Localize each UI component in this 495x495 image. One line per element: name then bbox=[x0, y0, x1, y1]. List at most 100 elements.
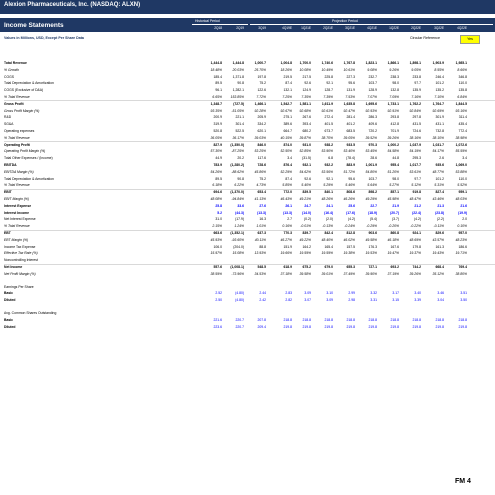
table-cell: 220.7 bbox=[235, 324, 245, 329]
table-cell: 6.65% bbox=[212, 95, 222, 99]
table-cell: 19.59% bbox=[299, 251, 312, 256]
table-cell: 293.8 bbox=[390, 115, 400, 120]
table-cell: 39.05% bbox=[343, 135, 356, 140]
table-cell: 75.2 bbox=[259, 81, 266, 86]
table-cell: 548.5 bbox=[257, 265, 267, 269]
table-cell: 46.26% bbox=[343, 197, 356, 201]
table-cell: 46.18% bbox=[387, 237, 400, 242]
table-cell: 275.1 bbox=[283, 115, 293, 120]
table-cell: 46.02% bbox=[343, 237, 356, 242]
table-cell: 164.2 bbox=[302, 244, 312, 249]
table-cell: 218.8 bbox=[302, 317, 312, 322]
table-cell: (78.4) bbox=[346, 156, 355, 161]
table-cell: 1,031.7 bbox=[432, 142, 444, 147]
table-cell: 20.2 bbox=[237, 156, 244, 161]
table-cell: 783.9 bbox=[213, 163, 223, 167]
row-divider bbox=[4, 100, 495, 102]
column-header: 1Q21E bbox=[301, 26, 311, 30]
table-cell: 18.26% bbox=[280, 67, 293, 72]
table-cell: 675.2 bbox=[302, 265, 312, 269]
table-cell: 21.9 bbox=[392, 203, 399, 208]
table-cell: 6.18% bbox=[212, 183, 222, 188]
table-cell: 54.17% bbox=[432, 149, 445, 154]
table-cell: 5.29% bbox=[323, 183, 333, 188]
table-cell: 36.17% bbox=[232, 135, 245, 140]
table-cell: (16.4) bbox=[324, 210, 333, 215]
table-cell: -51.05% bbox=[231, 108, 244, 113]
table-cell: 919.8 bbox=[412, 190, 422, 195]
table-cell: 829.6 bbox=[435, 231, 445, 235]
column-header: 4Q22E bbox=[457, 26, 467, 30]
row-label: Net Income bbox=[4, 265, 23, 269]
table-cell: 48.26% bbox=[321, 197, 334, 201]
table-cell: 839.5 bbox=[302, 190, 312, 195]
table-row: Total Depreciation & Amortization 89.5 90.… bbox=[0, 176, 495, 182]
table-cell: 124.9 bbox=[302, 88, 312, 93]
table-row: Income Tax Expense 106.0 (204.0) 88.8 151.9 1… bbox=[0, 244, 495, 250]
table-cell: 218.8 bbox=[390, 317, 400, 322]
table-cell: 970.3 bbox=[368, 142, 378, 147]
table-cell: 520.8 bbox=[213, 129, 223, 133]
table-cell: 1,695.6 bbox=[365, 101, 377, 106]
table-cell: 36.05% bbox=[210, 135, 223, 140]
row-label: EBT Margin (%) bbox=[4, 237, 29, 242]
table-cell: 185.4 bbox=[213, 74, 223, 79]
table-cell: 54.19% bbox=[409, 149, 422, 154]
table-cell: 37.49% bbox=[343, 271, 356, 276]
table-cell: 727.1 bbox=[368, 265, 378, 269]
table-row: Gross Profit Margin (%) 93.35% -51.05% 92.2… bbox=[0, 108, 495, 114]
row-label: Total Revenue bbox=[4, 61, 27, 65]
table-cell: 54.26% bbox=[210, 169, 223, 174]
table-cell: 217.5 bbox=[302, 74, 312, 79]
table-cell: 135.8 bbox=[458, 88, 468, 93]
column-header: 2Q21E bbox=[323, 26, 333, 30]
table-cell: 770.3 bbox=[283, 231, 293, 235]
table-cell: 89.5 bbox=[215, 176, 222, 181]
table-cell: 1,740.6 bbox=[321, 61, 333, 65]
table-cell: 92.67% bbox=[280, 108, 293, 113]
table-cell: 221.6 bbox=[213, 317, 223, 322]
table-cell: 0.16% bbox=[282, 224, 292, 229]
table-cell: 1,017.7 bbox=[409, 163, 421, 167]
table-cell: 924.1 bbox=[412, 231, 422, 235]
table-cell: 92.47% bbox=[343, 108, 356, 113]
table-cell: 92.69% bbox=[432, 108, 445, 113]
table-row: Avg. Common Shares Outstanding bbox=[0, 310, 495, 316]
table-row: EBIT 694.6 (1,370.0) 653.4 772.0 839.5 840.1 80… bbox=[0, 189, 495, 195]
table-cell: (2.0) bbox=[326, 217, 333, 222]
table-cell: 3.32 bbox=[370, 291, 377, 296]
projection-period-label: Projection Period bbox=[332, 19, 358, 23]
table-row: COGS (Exclusive of D&A) 96.1 1,282.1 122.6 1… bbox=[0, 87, 495, 93]
column-header: 2Q22E bbox=[411, 26, 421, 30]
table-cell: 3.15 bbox=[392, 298, 399, 303]
table-cell: 4.73% bbox=[256, 183, 266, 188]
table-cell: 45.86% bbox=[254, 169, 267, 174]
table-cell: 1,903.9 bbox=[432, 61, 444, 65]
circular-reference-toggle[interactable]: Yes bbox=[460, 34, 480, 44]
table-cell: 48.08% bbox=[210, 197, 223, 201]
table-cell: 218.8 bbox=[458, 317, 468, 322]
row-label: % Total Revenue bbox=[4, 183, 30, 188]
row-label: Basic bbox=[4, 317, 14, 322]
table-row: Total Depreciation & Amortization 89.5 90.… bbox=[0, 80, 495, 86]
table-cell: 673.7 bbox=[324, 129, 334, 133]
table-cell: 238.3 bbox=[390, 74, 400, 79]
table-cell: 92.6 bbox=[304, 176, 311, 181]
column-header: 3Q19 bbox=[258, 26, 266, 30]
table-cell: 1,282.1 bbox=[232, 88, 244, 93]
row-label: EBT bbox=[4, 231, 11, 235]
table-cell: 724.6 bbox=[412, 129, 422, 133]
table-cell: 55.59% bbox=[455, 149, 468, 154]
table-row: Basic 2.52 (4.80) 2.44 2.83 3.09 3.10 2.99 3.32 3… bbox=[0, 290, 495, 296]
table-cell: 103.7 bbox=[368, 81, 378, 86]
table-cell: 24.7 bbox=[304, 203, 311, 208]
table-cell: 1,444.8 bbox=[232, 61, 244, 65]
row-divider bbox=[4, 229, 495, 231]
row-label: Total Other Expenses / (Income) bbox=[4, 156, 53, 161]
table-cell: 15.08% bbox=[232, 251, 245, 256]
table-cell: 89.5 bbox=[215, 81, 222, 86]
table-cell: (4.2) bbox=[348, 217, 355, 222]
table-cell: 25.6 bbox=[348, 203, 355, 208]
table-cell: 3.10 bbox=[326, 291, 333, 296]
table-cell: 92.1 bbox=[326, 81, 333, 86]
